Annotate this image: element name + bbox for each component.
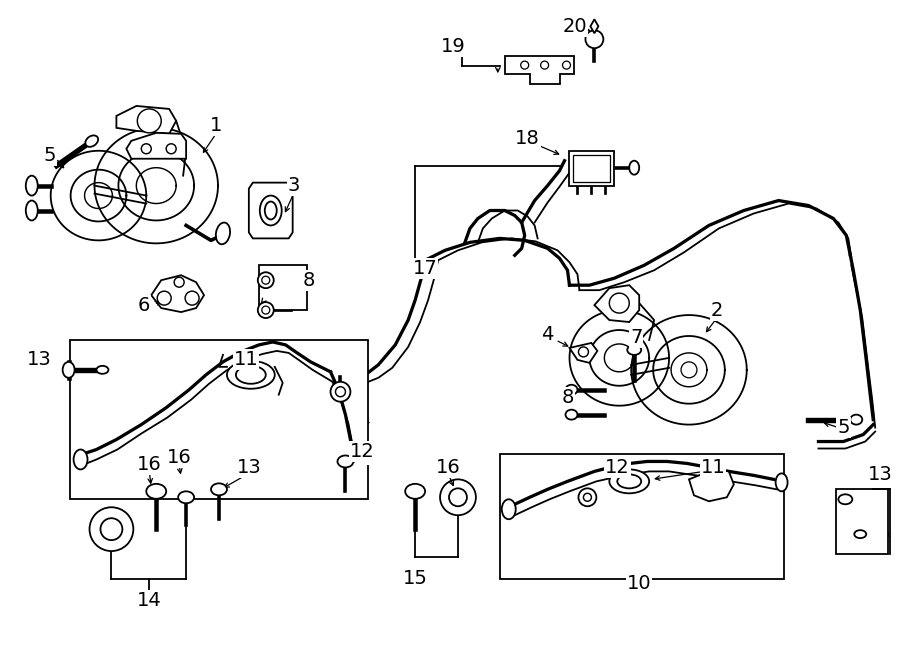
Text: 16: 16: [137, 455, 162, 474]
Polygon shape: [689, 469, 733, 501]
Circle shape: [262, 276, 270, 284]
Text: 17: 17: [413, 258, 437, 278]
Circle shape: [585, 30, 603, 48]
Bar: [69, 340, 368, 499]
Text: 11: 11: [233, 350, 258, 369]
Circle shape: [138, 109, 161, 133]
Ellipse shape: [26, 176, 38, 196]
Circle shape: [330, 382, 350, 402]
Ellipse shape: [502, 499, 516, 519]
Ellipse shape: [236, 366, 266, 384]
Polygon shape: [126, 133, 186, 159]
Polygon shape: [570, 343, 598, 363]
Ellipse shape: [839, 494, 852, 504]
Ellipse shape: [854, 530, 866, 538]
Ellipse shape: [86, 136, 98, 147]
Text: 16: 16: [166, 448, 192, 467]
Circle shape: [257, 272, 274, 288]
Text: 6: 6: [138, 295, 150, 315]
Circle shape: [521, 61, 528, 69]
Circle shape: [440, 479, 476, 515]
Polygon shape: [594, 285, 639, 322]
Circle shape: [449, 488, 467, 506]
Circle shape: [166, 144, 176, 154]
Circle shape: [175, 277, 184, 287]
Text: 5: 5: [837, 418, 850, 437]
Ellipse shape: [338, 455, 354, 467]
Text: 13: 13: [868, 465, 893, 484]
Circle shape: [262, 306, 270, 314]
Polygon shape: [505, 56, 574, 84]
Circle shape: [562, 61, 571, 69]
Text: 15: 15: [402, 570, 428, 588]
Ellipse shape: [405, 484, 425, 499]
Circle shape: [101, 518, 122, 540]
Circle shape: [336, 387, 346, 397]
Circle shape: [579, 347, 589, 357]
Ellipse shape: [617, 475, 641, 488]
Ellipse shape: [147, 484, 166, 499]
Text: 8: 8: [302, 271, 315, 290]
Text: 19: 19: [441, 37, 465, 56]
Ellipse shape: [850, 414, 862, 424]
Ellipse shape: [565, 385, 578, 395]
Ellipse shape: [26, 200, 38, 221]
Circle shape: [141, 144, 151, 154]
Text: 2: 2: [711, 301, 723, 319]
Text: 8: 8: [562, 388, 573, 407]
Ellipse shape: [74, 449, 87, 469]
Circle shape: [609, 293, 629, 313]
Ellipse shape: [265, 202, 276, 219]
Text: 12: 12: [350, 442, 374, 461]
Bar: [500, 455, 784, 579]
Ellipse shape: [627, 345, 641, 355]
Text: 13: 13: [27, 350, 52, 369]
Polygon shape: [151, 275, 204, 312]
Bar: [836, 489, 888, 554]
Text: 20: 20: [562, 17, 587, 36]
Circle shape: [583, 493, 591, 501]
Ellipse shape: [178, 491, 194, 503]
Text: 10: 10: [627, 574, 652, 594]
Text: 16: 16: [436, 458, 461, 477]
Bar: [259, 265, 307, 310]
Circle shape: [541, 61, 549, 69]
Ellipse shape: [776, 473, 788, 491]
Text: 3: 3: [287, 176, 300, 195]
Bar: [570, 151, 615, 186]
Ellipse shape: [211, 483, 227, 495]
Circle shape: [579, 488, 597, 506]
Ellipse shape: [216, 223, 230, 245]
Text: 11: 11: [700, 458, 725, 477]
Ellipse shape: [609, 469, 649, 493]
Polygon shape: [248, 182, 292, 239]
Circle shape: [158, 291, 171, 305]
Ellipse shape: [63, 362, 75, 378]
Text: 1: 1: [210, 116, 222, 136]
Text: 9: 9: [359, 445, 372, 464]
Text: 5: 5: [43, 146, 56, 165]
Text: 18: 18: [516, 130, 540, 148]
Ellipse shape: [227, 361, 274, 389]
Text: 14: 14: [137, 592, 162, 610]
Circle shape: [681, 362, 697, 378]
Ellipse shape: [565, 410, 578, 420]
Text: 7: 7: [630, 329, 643, 348]
Circle shape: [185, 291, 199, 305]
Polygon shape: [116, 106, 176, 134]
Ellipse shape: [96, 366, 108, 374]
Ellipse shape: [260, 196, 282, 225]
Text: 13: 13: [237, 458, 261, 477]
Circle shape: [89, 507, 133, 551]
Text: 12: 12: [605, 458, 630, 477]
Ellipse shape: [629, 161, 639, 175]
Polygon shape: [590, 19, 598, 33]
Circle shape: [257, 302, 274, 318]
Bar: [573, 155, 610, 182]
Text: 4: 4: [542, 325, 554, 344]
